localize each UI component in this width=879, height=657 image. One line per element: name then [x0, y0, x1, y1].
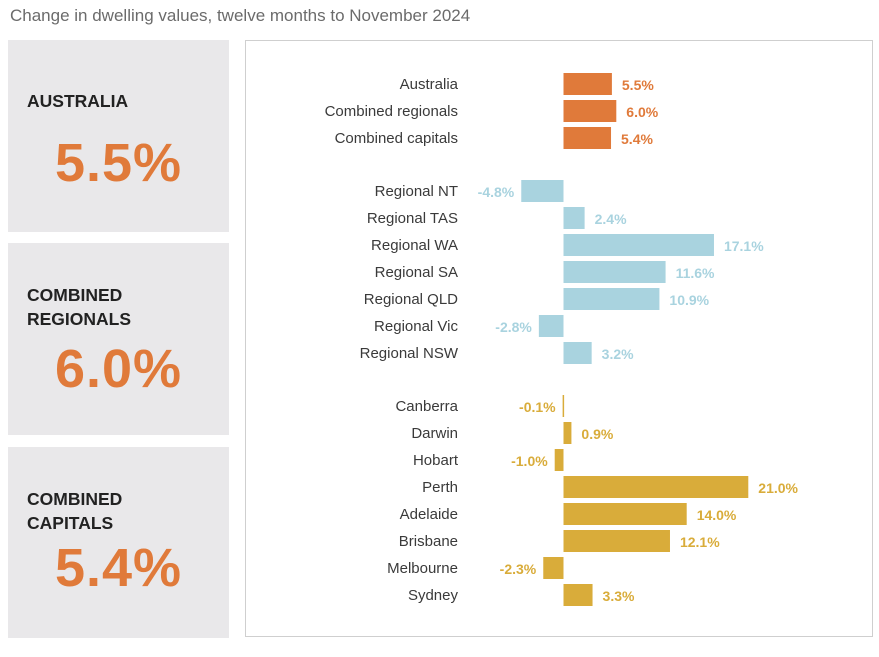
- kpi-label: COMBINED REGIONALS: [27, 285, 132, 329]
- category-label: Australia: [400, 76, 459, 93]
- bar: [563, 530, 670, 552]
- kpi-value: 5.5%: [54, 133, 183, 193]
- data-label: 5.5%: [622, 77, 654, 93]
- category-label: Regional TAS: [367, 210, 458, 227]
- data-label: -2.8%: [495, 319, 532, 335]
- kpi-value: 6.0%: [54, 339, 183, 399]
- bar: [563, 288, 660, 310]
- bar: [562, 395, 565, 417]
- category-label: Hobart: [413, 452, 459, 469]
- data-label: 3.2%: [602, 346, 634, 362]
- data-label: -2.3%: [500, 561, 537, 577]
- category-label: Brisbane: [399, 533, 458, 550]
- bar: [563, 342, 592, 364]
- kpi-label: COMBINED CAPITALS: [27, 489, 123, 533]
- bar-chart: Australia 5.5% Combined regionals 6.0% Combi…: [325, 73, 799, 606]
- data-label: -0.1%: [519, 399, 556, 415]
- data-label: 3.3%: [603, 588, 635, 604]
- chart-title: Change in dwelling values, twelve months…: [10, 6, 471, 25]
- category-label: Regional QLD: [364, 291, 458, 308]
- data-label: 11.6%: [676, 265, 715, 281]
- kpi-label: AUSTRALIA: [27, 91, 129, 111]
- category-label: Adelaide: [400, 506, 458, 523]
- data-label: 10.9%: [669, 292, 709, 308]
- category-label: Regional NT: [375, 183, 458, 200]
- data-label: 2.4%: [595, 211, 627, 227]
- category-label: Darwin: [411, 425, 458, 442]
- data-label: 0.9%: [581, 426, 613, 442]
- category-label: Canberra: [395, 398, 458, 415]
- bar: [563, 476, 749, 498]
- data-label: 6.0%: [626, 104, 658, 120]
- bar: [563, 127, 612, 149]
- category-label: Combined regionals: [325, 103, 458, 120]
- data-label: -1.0%: [511, 453, 548, 469]
- kpi-card-combined-regionals: COMBINED REGIONALS 6.0%: [8, 243, 229, 435]
- bar: [563, 100, 617, 122]
- data-label: 12.1%: [680, 534, 720, 550]
- kpi-value: 5.4%: [54, 538, 183, 598]
- bar: [563, 584, 593, 606]
- data-label: 21.0%: [758, 480, 798, 496]
- bar: [543, 557, 564, 579]
- category-label: Sydney: [408, 587, 459, 604]
- category-label: Melbourne: [387, 560, 458, 577]
- kpi-card-australia: AUSTRALIA 5.5%: [8, 40, 229, 232]
- data-label: 5.4%: [621, 131, 653, 147]
- bar: [563, 261, 666, 283]
- category-label: Perth: [422, 479, 458, 496]
- bar: [538, 315, 564, 337]
- bar: [563, 422, 572, 444]
- category-label: Regional Vic: [374, 318, 458, 335]
- bar: [521, 180, 564, 202]
- bar: [554, 449, 564, 471]
- category-label: Regional WA: [371, 237, 458, 254]
- bar: [563, 503, 687, 525]
- data-label: -4.8%: [478, 184, 515, 200]
- kpi-card-combined-capitals: COMBINED CAPITALS 5.4%: [8, 447, 229, 638]
- category-label: Regional NSW: [360, 345, 459, 362]
- category-label: Combined capitals: [335, 130, 458, 147]
- data-label: 14.0%: [697, 507, 737, 523]
- chart-panel: [245, 40, 873, 637]
- bar: [563, 73, 612, 95]
- bar: [563, 234, 714, 256]
- data-label: 17.1%: [724, 238, 764, 254]
- bar: [563, 207, 585, 229]
- category-label: Regional SA: [375, 264, 458, 281]
